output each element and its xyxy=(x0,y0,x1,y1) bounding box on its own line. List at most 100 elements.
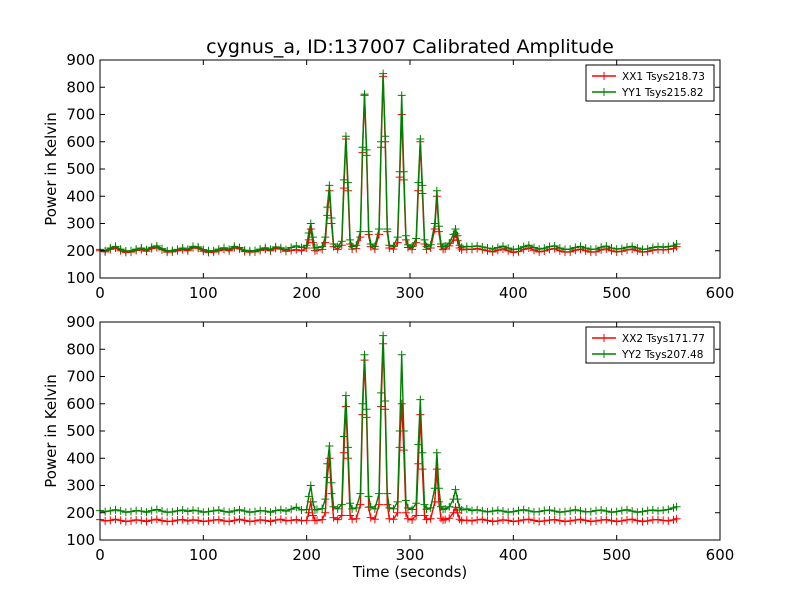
data-point xyxy=(204,507,213,516)
data-point xyxy=(168,517,177,526)
data-point xyxy=(337,237,346,246)
data-point xyxy=(453,231,462,240)
y-tick-label: 300 xyxy=(66,477,95,495)
data-point xyxy=(173,516,182,525)
x-tick-label: 200 xyxy=(292,284,321,302)
y-axis-title: Power in Kelvin xyxy=(42,374,60,488)
data-point xyxy=(540,506,549,515)
data-point xyxy=(432,186,441,195)
y-tick-label: 100 xyxy=(66,531,95,549)
data-point xyxy=(245,508,254,517)
data-point xyxy=(178,506,187,515)
data-point xyxy=(266,517,275,526)
data-point xyxy=(276,505,285,514)
data-point xyxy=(451,485,460,494)
data-point xyxy=(329,502,338,511)
data-point xyxy=(462,516,471,525)
data-point xyxy=(654,242,662,251)
data-point xyxy=(379,331,388,340)
data-point xyxy=(209,516,218,525)
series-line xyxy=(99,73,677,252)
data-point xyxy=(266,508,275,517)
x-tick-label: 600 xyxy=(706,284,735,302)
data-point xyxy=(439,505,448,514)
data-point xyxy=(256,506,265,515)
data-point xyxy=(672,514,681,523)
data-point xyxy=(251,516,259,525)
data-point xyxy=(602,507,611,516)
data-point xyxy=(397,350,406,359)
data-point xyxy=(457,243,466,252)
data-point xyxy=(426,514,435,523)
data-point xyxy=(612,245,621,254)
data-point xyxy=(664,242,673,251)
data-point xyxy=(571,516,580,525)
data-point xyxy=(571,505,580,514)
series-line xyxy=(99,343,677,523)
data-point xyxy=(287,505,296,514)
data-point xyxy=(488,517,497,526)
data-point xyxy=(648,243,657,252)
data-point xyxy=(101,516,110,525)
data-point xyxy=(256,245,265,254)
data-point xyxy=(586,507,595,516)
data-point xyxy=(276,243,285,252)
y-tick-label: 600 xyxy=(66,395,95,413)
data-point xyxy=(194,242,203,251)
data-point xyxy=(106,244,115,253)
data-point xyxy=(592,245,600,254)
data-point xyxy=(256,515,265,524)
data-point xyxy=(550,507,559,516)
data-point xyxy=(514,516,523,525)
legend-item: YY2 Tsys207.48 xyxy=(592,349,703,361)
data-point xyxy=(152,515,161,524)
data-point xyxy=(416,395,425,404)
data-point xyxy=(576,515,585,524)
data-point xyxy=(478,506,487,515)
data-point xyxy=(597,516,606,525)
data-point xyxy=(121,508,130,517)
data-point xyxy=(323,459,332,468)
data-point xyxy=(555,516,564,525)
x-tick-label: 300 xyxy=(396,546,425,564)
data-point xyxy=(483,507,492,516)
data-point xyxy=(499,507,507,516)
data-point xyxy=(230,516,239,525)
data-point xyxy=(366,239,375,248)
data-point xyxy=(183,516,192,525)
data-point xyxy=(366,513,375,522)
data-point xyxy=(617,506,626,515)
data-point xyxy=(623,243,631,252)
data-point xyxy=(178,244,187,253)
data-point xyxy=(282,507,290,516)
data-point xyxy=(375,224,383,233)
data-point xyxy=(408,505,417,514)
data-point xyxy=(628,515,637,524)
data-point xyxy=(672,502,681,511)
plot-area xyxy=(96,331,681,526)
data-point xyxy=(329,239,338,248)
data-point xyxy=(189,515,197,524)
data-point xyxy=(617,516,626,525)
data-point xyxy=(251,246,259,255)
data-point xyxy=(127,507,135,516)
data-point xyxy=(173,506,182,515)
data-point xyxy=(602,515,611,524)
data-point xyxy=(617,244,626,253)
data-point xyxy=(664,516,673,525)
data-point xyxy=(648,506,657,515)
data-point xyxy=(318,504,327,513)
data-point xyxy=(555,508,564,517)
legend-label: YY2 Tsys207.48 xyxy=(621,349,703,361)
data-point xyxy=(346,511,355,520)
data-point xyxy=(308,511,317,520)
series-1 xyxy=(96,331,681,517)
data-point xyxy=(509,507,518,516)
data-point xyxy=(422,242,431,251)
data-point xyxy=(168,246,177,255)
legend-marker xyxy=(600,72,608,80)
data-point xyxy=(493,243,502,252)
data-point xyxy=(597,243,606,252)
y-tick-label: 700 xyxy=(66,368,95,386)
data-point xyxy=(111,515,120,524)
